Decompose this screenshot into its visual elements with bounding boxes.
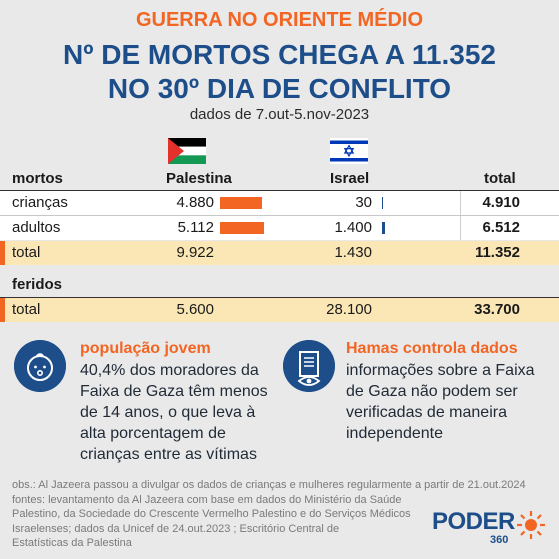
table-row-total: total 9.922 1.430 11.352 bbox=[0, 241, 559, 265]
palestina-bar bbox=[220, 222, 264, 234]
footnote-line: fontes: levantamento da Al Jazeera com b… bbox=[12, 493, 402, 506]
footnote-line: Palestino, da Sociedade do Crescente Ver… bbox=[12, 508, 411, 520]
section-title-mortos: mortos bbox=[12, 170, 63, 187]
document-eye-icon bbox=[283, 340, 335, 392]
palestina-value: 5.112 bbox=[177, 219, 214, 236]
subtitle: dados de 7.out-5.nov-2023 bbox=[189, 106, 370, 123]
total-value: 6.512 bbox=[482, 219, 520, 236]
total-value: 33.700 bbox=[474, 301, 520, 318]
table-row-total: total 5.600 28.100 33.700 bbox=[0, 298, 559, 322]
israel-bar bbox=[382, 197, 383, 209]
footnote-line: obs.: Al Jazeera passou a divulgar os da… bbox=[12, 479, 526, 491]
column-divider bbox=[460, 216, 461, 240]
israel-flag-icon bbox=[330, 138, 368, 164]
info-right-text: informações sobre a Faixa de Gaza não po… bbox=[346, 362, 535, 442]
israel-value: 28.100 bbox=[326, 301, 372, 318]
row-label: crianças bbox=[12, 194, 68, 211]
sun-icon bbox=[517, 511, 545, 539]
palestina-value: 9.922 bbox=[176, 244, 214, 261]
info-panel: população jovem 40,4% dos moradores da F… bbox=[0, 330, 559, 468]
table-row: crianças 4.880 30 4.910 bbox=[0, 191, 559, 215]
page-title-line-2: NO 30º DIA DE CONFLITO bbox=[107, 73, 452, 104]
table-row: adultos 5.112 1.400 6.512 bbox=[0, 216, 559, 240]
israel-value: 30 bbox=[355, 194, 372, 211]
column-header-israel: Israel bbox=[330, 170, 370, 187]
row-label: total bbox=[12, 244, 41, 261]
israel-bar bbox=[382, 222, 385, 234]
header-divider bbox=[0, 297, 559, 298]
logo-sub: 360 bbox=[490, 534, 509, 546]
page-title-line-1: Nº DE MORTOS CHEGA A 11.352 bbox=[63, 39, 496, 70]
section-title-feridos: feridos bbox=[12, 276, 63, 293]
column-divider bbox=[460, 191, 461, 215]
logo-name: PODER bbox=[432, 508, 515, 535]
palestina-value: 4.880 bbox=[176, 194, 214, 211]
baby-icon bbox=[14, 340, 66, 392]
total-value: 4.910 bbox=[482, 194, 520, 211]
footnote-line: Estatísticas da Palestina bbox=[12, 537, 132, 549]
palestine-flag-icon bbox=[168, 138, 206, 164]
total-value: 11.352 bbox=[474, 244, 520, 261]
israel-value: 1.430 bbox=[334, 244, 372, 261]
row-divider bbox=[0, 215, 559, 216]
info-left-text: 40,4% dos moradores da Faixa de Gaza têm… bbox=[80, 362, 268, 463]
info-left-title: população jovem bbox=[80, 340, 211, 357]
header-divider bbox=[0, 190, 559, 191]
row-marker bbox=[0, 241, 5, 265]
info-right-title: Hamas controla dados bbox=[346, 340, 518, 357]
kicker: GUERRA NO ORIENTE MÉDIO bbox=[135, 9, 424, 31]
footnotes: obs.: Al Jazeera passou a divulgar os da… bbox=[12, 478, 526, 551]
israel-value: 1.400 bbox=[334, 219, 372, 236]
footnote-line: Israelenses; dados da Unicef de 24.out.2… bbox=[12, 522, 340, 535]
palestina-value: 5.600 bbox=[176, 301, 214, 318]
row-label: total bbox=[12, 301, 41, 318]
row-label: adultos bbox=[12, 219, 61, 236]
palestina-bar bbox=[220, 197, 262, 209]
row-marker bbox=[0, 298, 5, 322]
poder360-logo: PODER 360 bbox=[432, 508, 552, 552]
column-header-palestina: Palestina bbox=[166, 170, 232, 187]
column-header-total: total bbox=[484, 170, 516, 187]
